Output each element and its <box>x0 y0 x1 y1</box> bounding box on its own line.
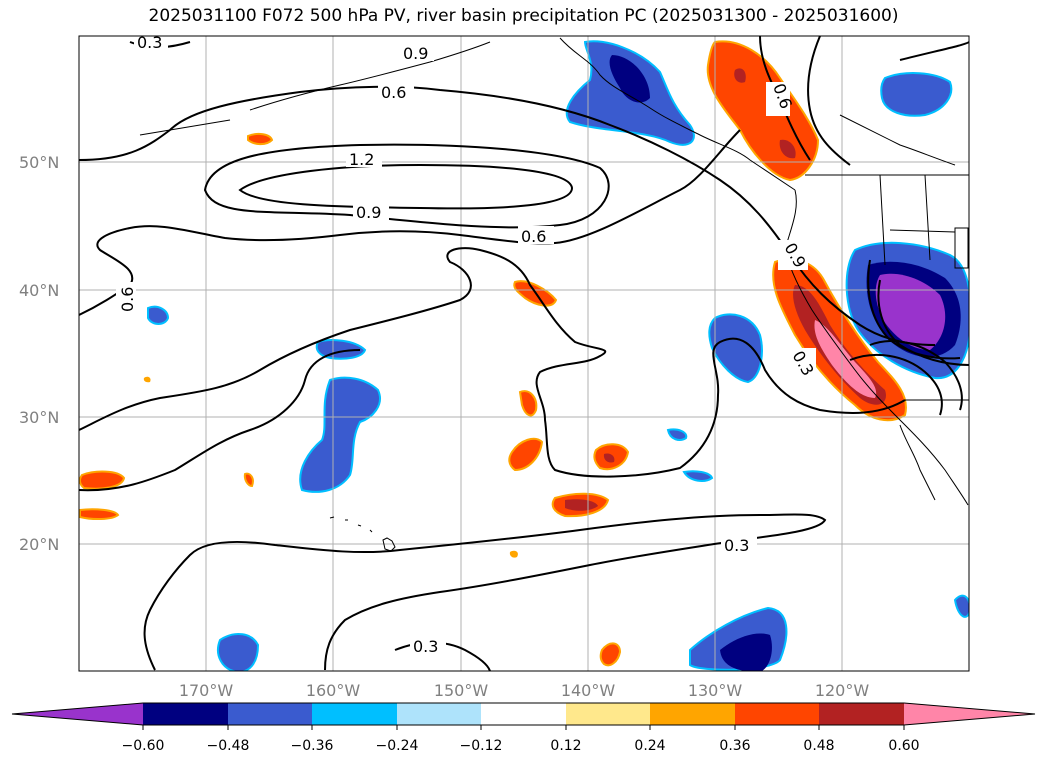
contour-label: 0.3 <box>137 33 162 52</box>
latitude-axis: 50°N 40°N 30°N 20°N <box>19 153 59 554</box>
lat-tick-label: 40°N <box>19 281 59 300</box>
graticule <box>79 36 969 671</box>
colorbar-tick-label: −0.48 <box>207 738 250 754</box>
contour-label: 0.6 <box>521 227 546 246</box>
colorbar: −0.60 −0.48 −0.36 −0.24 −0.12 0.12 0.24 … <box>11 702 1036 754</box>
colorbar-segment <box>397 703 481 725</box>
pv-contours <box>79 36 969 671</box>
colorbar-tick-label: 0.48 <box>803 738 834 754</box>
colorbar-tick-label: −0.36 <box>291 738 334 754</box>
colorbar-tick-label: −0.60 <box>122 738 165 754</box>
colorbar-segment <box>650 703 735 725</box>
contour-label: 1.2 <box>349 150 374 169</box>
contour-label: 0.6 <box>381 83 406 102</box>
longitude-axis: 170°W 160°W 150°W 140°W 130°W 120°W <box>179 681 870 700</box>
lat-tick-label: 30°N <box>19 408 59 427</box>
colorbar-segment <box>228 703 312 725</box>
map-title: 2025031100 F072 500 hPa PV, river basin … <box>148 6 899 26</box>
contour-label: 0.9 <box>356 203 381 222</box>
lat-tick-label: 20°N <box>19 535 59 554</box>
colorbar-segment <box>312 703 397 725</box>
colorbar-tick-label: −0.12 <box>460 738 503 754</box>
colorbar-segment <box>566 703 650 725</box>
contour-label: 0.3 <box>724 536 749 555</box>
colorbar-tick-label: 0.36 <box>719 738 750 754</box>
contour-label: 0.9 <box>403 44 428 63</box>
contour-labels: 0.3 0.9 0.6 1.2 0.9 0.6 0.6 0.9 0.3 0.3 <box>116 33 818 656</box>
colorbar-tick-label: −0.24 <box>376 738 419 754</box>
lon-tick-label: 140°W <box>561 681 616 700</box>
colorbar-segment <box>819 703 904 725</box>
colorbar-extend-max <box>904 703 1035 725</box>
lon-tick-label: 160°W <box>306 681 361 700</box>
colorbar-tick-label: 0.60 <box>888 738 919 754</box>
lon-tick-label: 130°W <box>688 681 743 700</box>
colorbar-tick-label: 0.24 <box>634 738 665 754</box>
colorbar-extend-min <box>12 703 143 725</box>
colorbar-segment <box>143 703 228 725</box>
contour-label: 0.3 <box>413 637 438 656</box>
colorbar-tick-label: 0.12 <box>550 738 581 754</box>
map-panel: 0.3 0.9 0.6 1.2 0.9 0.6 0.6 0.9 0.3 0.3 <box>78 33 970 672</box>
colorbar-segment <box>735 703 819 725</box>
negative-region-rockies <box>880 72 953 117</box>
lat-tick-label: 50°N <box>19 153 59 172</box>
contour-label: 0.6 <box>118 287 137 312</box>
lon-tick-label: 150°W <box>434 681 489 700</box>
lon-tick-label: 170°W <box>179 681 234 700</box>
lon-tick-label: 120°W <box>815 681 870 700</box>
colorbar-segment <box>481 703 566 725</box>
